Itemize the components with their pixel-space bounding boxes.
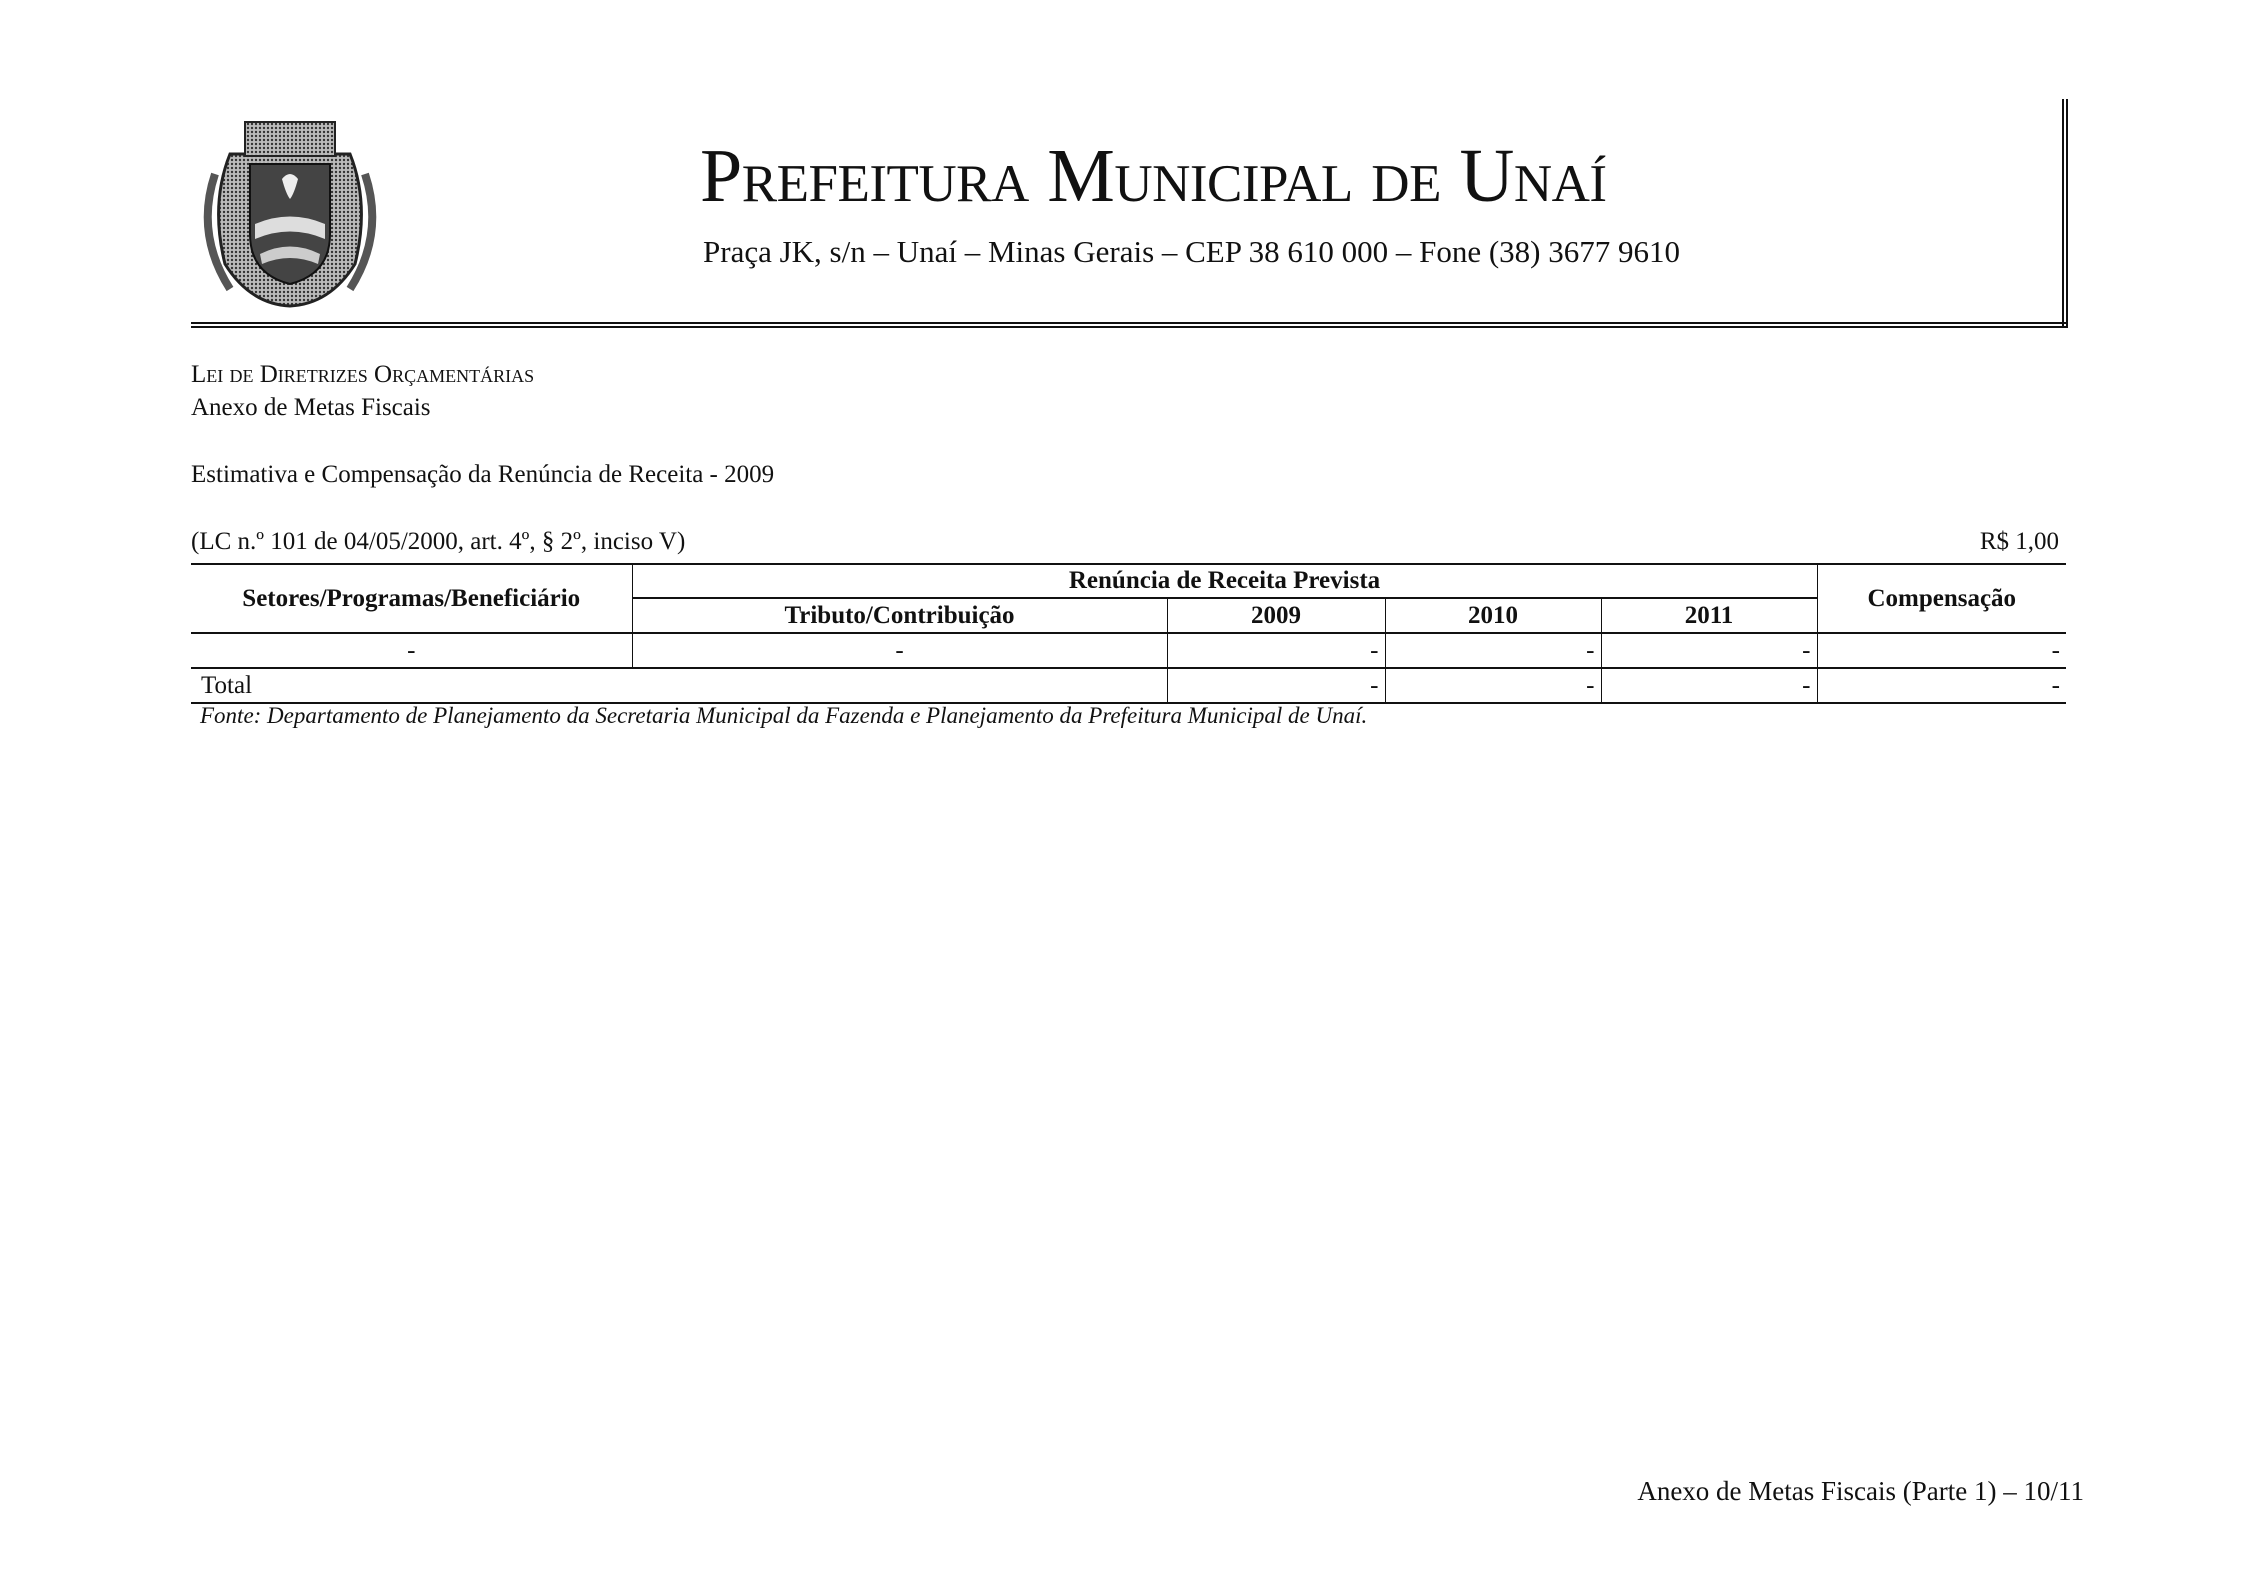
legal-reference: (LC n.º 101 de 04/05/2000, art. 4º, § 2º… bbox=[191, 528, 686, 555]
header-group: Renúncia de Receita Prevista bbox=[632, 564, 1817, 599]
total-2009: - bbox=[1167, 668, 1386, 703]
total-2010: - bbox=[1385, 668, 1602, 703]
cell-2011: - bbox=[1601, 633, 1818, 668]
table-row: - - - - - - bbox=[191, 633, 2066, 668]
page-title: Prefeitura Municipal de Unaí bbox=[700, 134, 1607, 218]
total-compensation: - bbox=[2051, 671, 2060, 699]
header-tributo: Tributo/Contribuição bbox=[632, 598, 1168, 633]
source-note: Fonte: Departamento de Planejamento da S… bbox=[200, 703, 1368, 728]
total-label: Total bbox=[191, 668, 1168, 703]
document-subtitle: Estimativa e Compensação da Renúncia de … bbox=[191, 461, 775, 488]
currency-unit: R$ 1,00 bbox=[1979, 528, 2059, 555]
total-row: Total - - - - bbox=[191, 668, 2066, 703]
cell-compensation: - bbox=[2051, 636, 2060, 664]
header-border-bottom bbox=[191, 322, 2068, 324]
header-sector: Setores/Programas/Beneficiário bbox=[191, 564, 633, 633]
header-border-right bbox=[2062, 99, 2064, 328]
header-year: 2010 bbox=[1385, 598, 1602, 633]
header-border-bottom-inner bbox=[191, 326, 2068, 328]
cell-sector: - bbox=[191, 633, 633, 668]
header-compensation: Compensação bbox=[1816, 564, 2066, 633]
annex-name: Anexo de Metas Fiscais bbox=[191, 394, 431, 421]
header-year: 2009 bbox=[1167, 598, 1386, 633]
header-year: 2011 bbox=[1684, 601, 1734, 629]
revenue-waiver-table: Setores/Programas/Beneficiário Renúncia … bbox=[191, 563, 2066, 704]
cell-2009: - bbox=[1167, 633, 1386, 668]
total-2011: - bbox=[1601, 668, 1818, 703]
law-name: Lei de Diretrizes Orçamentárias bbox=[191, 361, 535, 388]
cell-2010: - bbox=[1385, 633, 1602, 668]
page-footer: Anexo de Metas Fiscais (Parte 1) – 10/11 bbox=[1637, 1476, 2084, 1506]
header-border-right-inner bbox=[2066, 99, 2068, 328]
cell-tributo: - bbox=[632, 633, 1168, 668]
coat-of-arms-logo bbox=[203, 121, 377, 308]
address-line: Praça JK, s/n – Unaí – Minas Gerais – CE… bbox=[703, 234, 1680, 269]
